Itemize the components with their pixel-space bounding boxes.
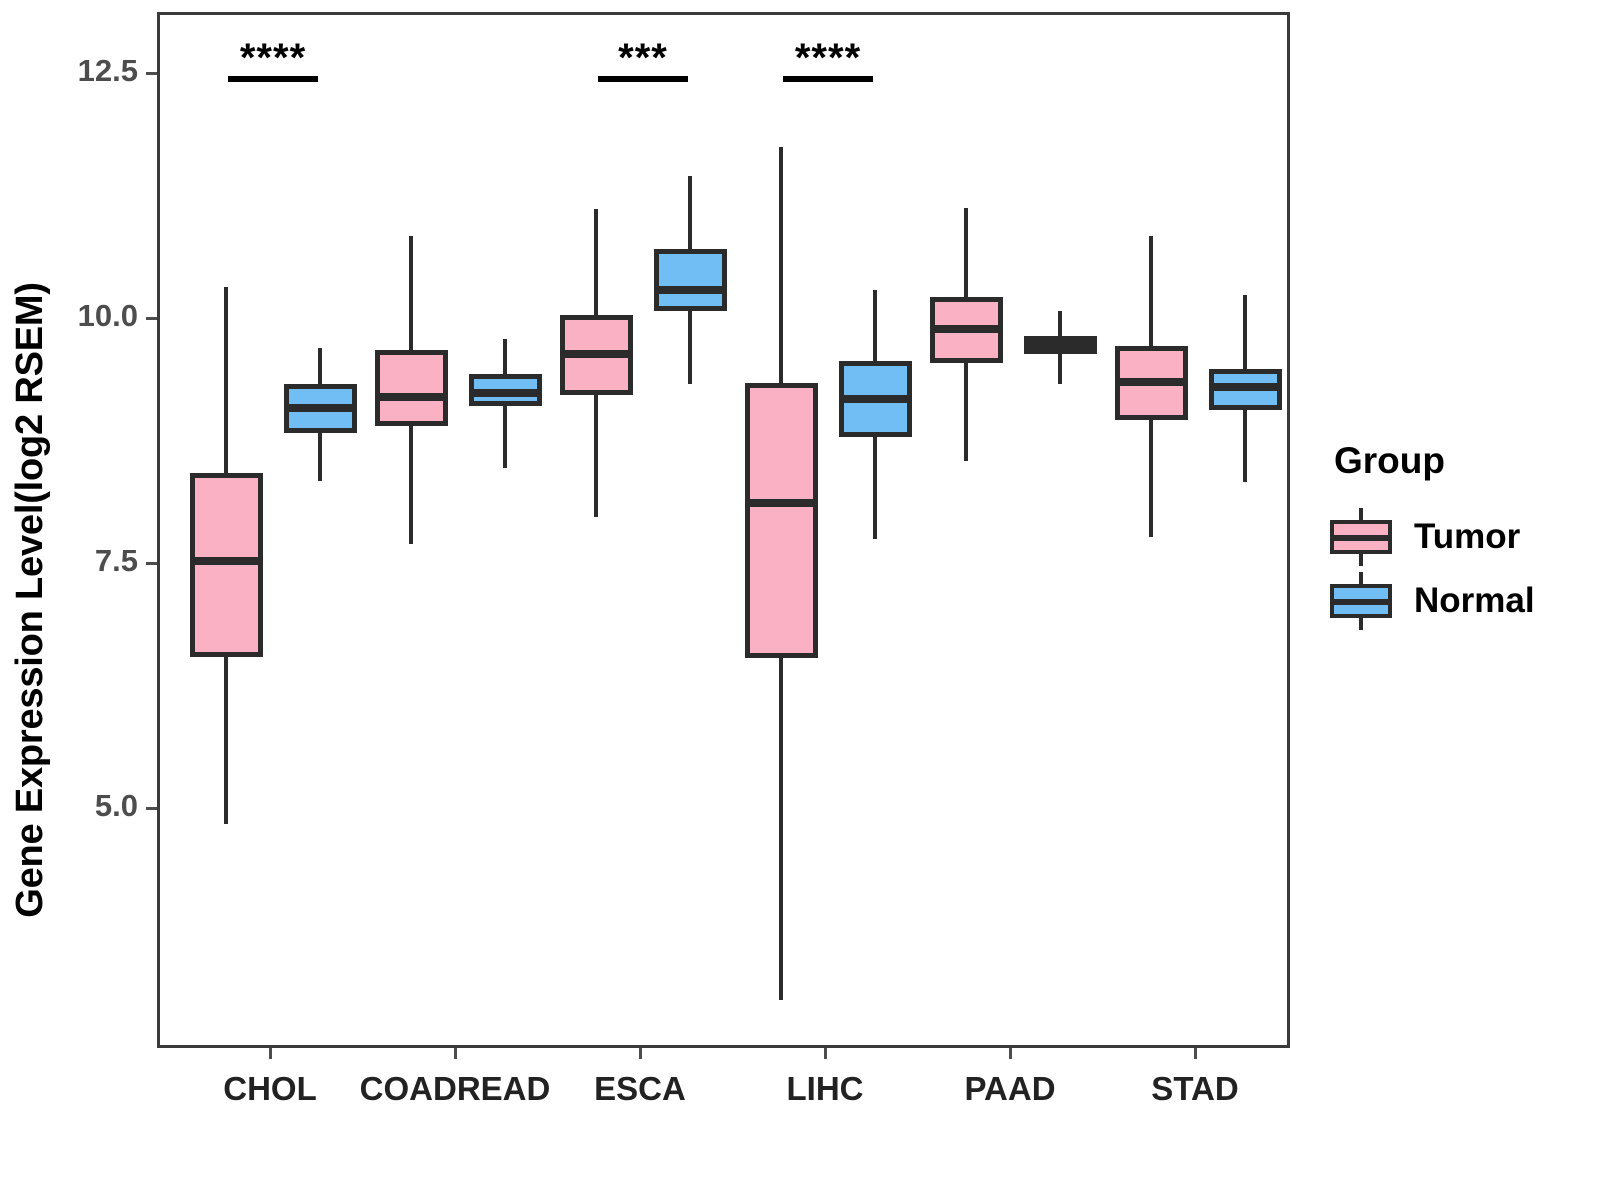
legend-entries: Tumor Normal	[1322, 508, 1592, 630]
y-tick-mark	[146, 72, 157, 75]
x-tick-label-stad: STAD	[1151, 1070, 1239, 1107]
median-line	[559, 350, 633, 359]
x-tick-label-coadread: COADREAD	[359, 1070, 551, 1107]
y-tick-mark	[146, 317, 157, 320]
significance-bar-chol	[228, 76, 318, 82]
y-tick-label: 10.0	[77, 298, 138, 333]
legend-key-tumor	[1330, 508, 1392, 566]
box-rect	[744, 382, 818, 659]
x-tick-mark	[269, 1048, 272, 1059]
box-rect	[374, 350, 448, 426]
median-line	[1114, 377, 1188, 386]
median-line	[189, 557, 263, 566]
significance-bar-lihc	[783, 76, 873, 82]
y-tick-label: 7.5	[94, 543, 138, 578]
legend: Group Tumor Normal	[1322, 440, 1592, 636]
x-tick-label-lihc: LIHC	[786, 1070, 864, 1107]
legend-label-normal: Normal	[1414, 581, 1535, 620]
x-tick-mark	[639, 1048, 642, 1059]
significance-stars-esca: ***	[618, 36, 668, 80]
legend-entry-tumor[interactable]: Tumor	[1322, 508, 1592, 566]
x-tick-mark	[1194, 1048, 1197, 1059]
median-line	[374, 393, 448, 402]
x-tick-label-chol: CHOL	[223, 1070, 317, 1107]
y-axis-title: Gene Expression Level(log2 RSEM)	[8, 282, 51, 918]
significance-stars-chol: ****	[239, 36, 307, 80]
x-tick-mark	[1009, 1048, 1012, 1059]
median-line	[1023, 340, 1097, 349]
y-tick-mark	[146, 807, 157, 810]
plot-panel: **** *** ****	[157, 12, 1290, 1048]
significance-stars-lihc: ****	[794, 36, 862, 80]
legend-key-normal	[1330, 572, 1392, 630]
x-tick-mark	[454, 1048, 457, 1059]
legend-label-tumor: Tumor	[1414, 517, 1521, 556]
median-line	[838, 395, 912, 404]
median-line	[1208, 382, 1282, 391]
legend-title: Group	[1334, 440, 1445, 481]
median-line	[468, 388, 542, 397]
median-line	[283, 404, 357, 413]
significance-bar-esca	[598, 76, 688, 82]
x-tick-label-paad: PAAD	[964, 1070, 1056, 1107]
y-tick-label: 5.0	[94, 788, 138, 823]
box-rect	[653, 249, 727, 312]
legend-median	[1330, 599, 1392, 605]
median-line	[929, 324, 1003, 333]
x-tick-label-esca: ESCA	[594, 1070, 686, 1107]
legend-median	[1330, 535, 1392, 541]
y-tick-label: 12.5	[77, 53, 138, 88]
y-tick-mark	[146, 562, 157, 565]
legend-entry-normal[interactable]: Normal	[1322, 572, 1592, 630]
median-line	[744, 499, 818, 508]
x-tick-mark	[824, 1048, 827, 1059]
plot-area: **** *** ****	[160, 15, 1287, 1045]
median-line	[653, 285, 727, 294]
